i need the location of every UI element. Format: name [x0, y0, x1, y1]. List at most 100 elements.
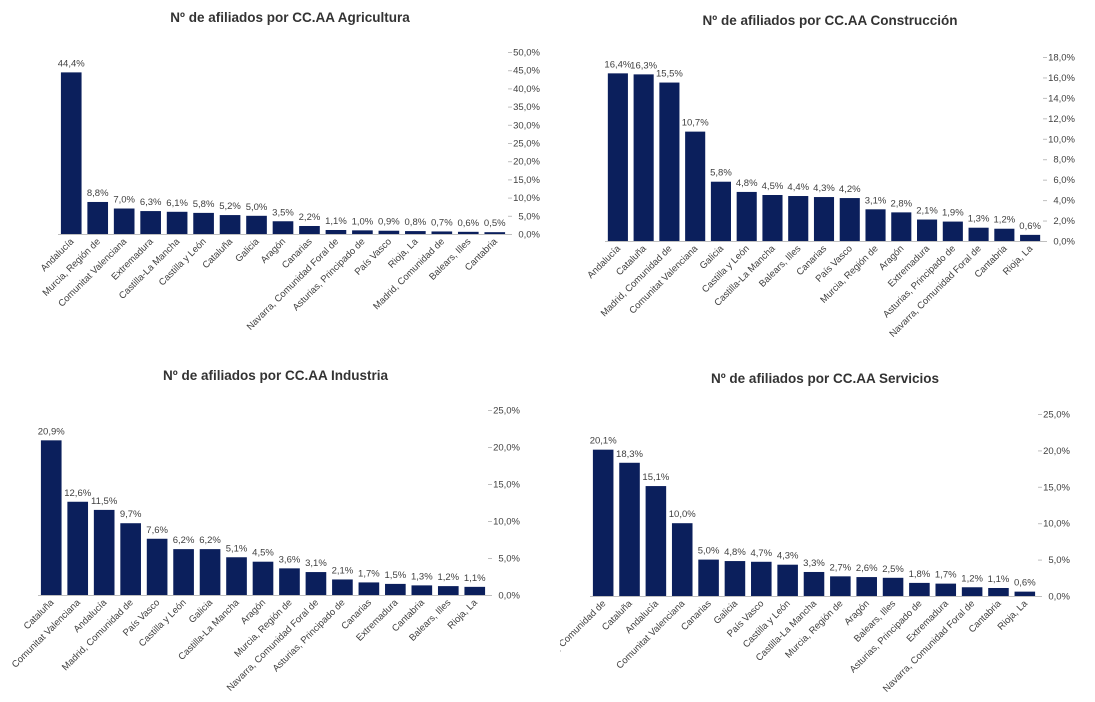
category-label: Castilla y León [137, 597, 189, 649]
bar [246, 215, 267, 234]
y-tick-label: 5,0% [1048, 555, 1070, 566]
data-label: 2,1% [332, 565, 354, 576]
data-label: 0,9% [378, 217, 400, 228]
data-label: 20,9% [38, 426, 65, 437]
bar [93, 509, 115, 595]
y-tick-label: 10,0% [513, 193, 540, 204]
bar [464, 586, 486, 595]
y-tick-label: 0,0% [1048, 592, 1070, 603]
data-label: 3,5% [272, 207, 294, 218]
bar [961, 587, 983, 596]
data-label: 1,7% [935, 570, 957, 581]
data-label: 6,3% [140, 197, 162, 208]
data-label: 2,7% [830, 562, 852, 573]
y-tick-label: 25,0% [513, 139, 540, 150]
bar [671, 523, 693, 596]
bar [788, 196, 809, 241]
y-tick-label: 5,0% [518, 211, 540, 222]
bar [120, 523, 141, 595]
y-tick-label: 15,0% [493, 480, 520, 491]
bar [813, 197, 835, 241]
bar [87, 201, 109, 234]
bar [917, 219, 938, 241]
bar [67, 501, 89, 595]
bar [305, 572, 327, 595]
bar [385, 583, 406, 595]
data-label: 4,8% [736, 178, 758, 189]
bar [173, 549, 194, 595]
data-label: 18,3% [616, 449, 643, 460]
bar [405, 231, 426, 234]
data-label: 6,2% [173, 535, 195, 546]
data-label: 12,6% [64, 488, 91, 499]
bar [751, 561, 772, 596]
bar [803, 571, 825, 596]
y-tick-label: 14,0% [1048, 93, 1075, 104]
bar [856, 577, 877, 596]
bar [226, 557, 247, 595]
bar [113, 208, 135, 234]
y-tick-label: 20,0% [1043, 446, 1070, 457]
data-label: 3,1% [865, 195, 887, 206]
bar [166, 211, 188, 234]
bar [457, 231, 479, 234]
chart-servicios-plot: 0,0% 5,0% 10,0% 15,0% 20,0% 25,0% 20,1% Madrid,… [533, 410, 1071, 695]
bar [619, 462, 640, 596]
bar [777, 564, 798, 596]
y-tick-label: 20,0% [493, 443, 520, 454]
bar [193, 212, 214, 234]
y-tick-label: 2,0% [1053, 216, 1075, 227]
bar [431, 231, 453, 234]
chart-industria: Nº de afiliados por CC.AA Industria 0,0%… [8, 358, 543, 697]
data-label: 4,7% [750, 548, 772, 559]
data-label: 16,3% [630, 60, 657, 71]
data-label: 4,4% [787, 182, 809, 193]
bar [994, 228, 1015, 241]
data-label: 2,5% [882, 564, 904, 575]
y-tick-label: 0,0% [498, 591, 520, 602]
bar [252, 561, 274, 595]
chart-title: Nº de afiliados por CC.AA Servicios [711, 371, 939, 386]
chart-title: Nº de afiliados por CC.AA Construcción [702, 13, 958, 28]
data-label: 3,3% [803, 558, 825, 569]
data-label: 0,5% [484, 218, 506, 229]
category-label: Cataluña [201, 236, 236, 271]
data-label: 1,3% [411, 571, 433, 582]
data-label: 3,1% [305, 558, 327, 569]
bar [437, 586, 459, 595]
bar [199, 549, 221, 595]
data-label: 4,5% [762, 181, 784, 192]
y-tick-label: 25,0% [1043, 410, 1070, 421]
y-tick-label: 30,0% [513, 120, 540, 131]
y-tick-label: 20,0% [513, 157, 540, 168]
y-tick-label: 5,0% [498, 554, 520, 565]
y-tick-label: 45,0% [513, 66, 540, 77]
bar [146, 538, 168, 595]
data-label: 5,8% [193, 199, 215, 210]
data-label: 0,6% [1019, 221, 1041, 232]
y-tick-label: 50,0% [513, 48, 540, 59]
chart-construccion-plot: 0,0% 2,0% 4,0% 6,0% 8,0% 10,0% 12,0% 14,0% 16,0%… [585, 53, 1075, 340]
chart-industria-plot: 0,0%5,0%10,0%15,0%20,0%25,0%20,9%Cataluñ… [10, 406, 521, 694]
bar [882, 577, 904, 596]
chart-agricultura: Nº de afiliados por CC.AA Agricultura 0,… [30, 0, 550, 345]
data-label: 2,6% [856, 563, 878, 574]
bar [710, 181, 731, 241]
data-label: 1,1% [325, 216, 347, 227]
y-tick-label: 18,0% [1048, 53, 1075, 64]
bar [299, 225, 320, 234]
data-label: 1,2% [961, 573, 983, 584]
data-label: 15,1% [642, 472, 669, 483]
bar [736, 191, 757, 241]
data-label: 7,6% [146, 525, 168, 536]
data-label: 10,7% [682, 118, 709, 129]
data-label: 3,6% [279, 554, 301, 565]
category-label: Madrid, Comunidad de [560, 598, 608, 674]
data-label: 4,3% [777, 551, 799, 562]
bar [968, 227, 989, 241]
data-label: 0,7% [431, 217, 453, 228]
data-label: 4,8% [724, 547, 746, 558]
y-tick-label: 12,0% [1048, 114, 1075, 125]
data-label: 15,5% [656, 69, 683, 80]
data-label: 5,1% [226, 543, 248, 554]
